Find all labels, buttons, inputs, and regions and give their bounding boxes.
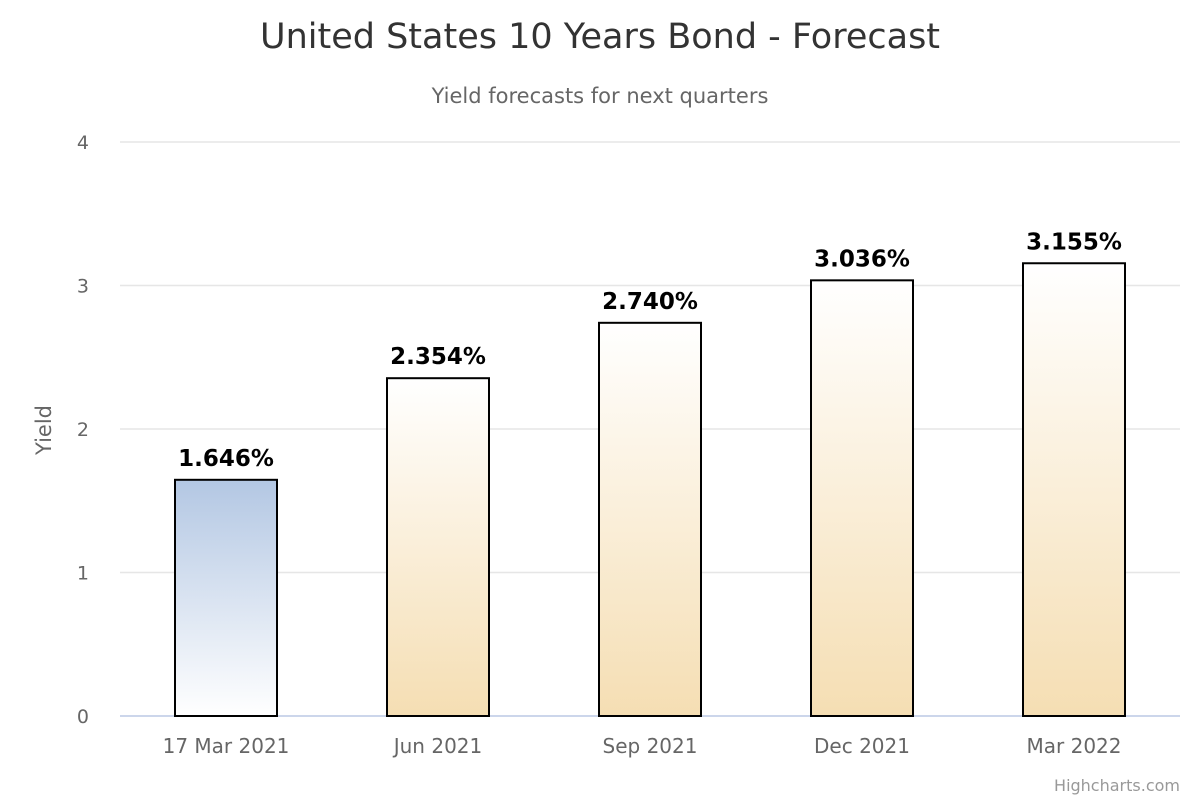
data-label: 2.740%	[602, 289, 698, 315]
bar[interactable]	[810, 279, 914, 717]
data-label: 3.155%	[1026, 229, 1122, 255]
y-tick-label: 3	[77, 276, 89, 298]
x-tick-label: Sep 2021	[603, 734, 698, 758]
data-labels: 1.646% 2.354% 2.740% 3.036% 3.155%	[178, 229, 1122, 472]
credits-link[interactable]: Highcharts.com	[1054, 776, 1180, 795]
chart-subtitle: Yield forecasts for next quarters	[431, 84, 769, 108]
data-label: 2.354%	[390, 344, 486, 370]
y-axis-ticks: 0 1 2 3 4	[77, 132, 89, 728]
y-axis-label: Yield	[32, 405, 56, 456]
bar[interactable]	[598, 321, 702, 717]
x-axis-ticks: 17 Mar 2021 Jun 2021 Sep 2021 Dec 2021 Mar 2…	[163, 734, 1122, 758]
y-tick-label: 1	[77, 563, 89, 585]
bar[interactable]	[386, 377, 490, 717]
x-tick-label: Jun 2021	[392, 734, 483, 758]
y-tick-label: 4	[77, 132, 89, 154]
bar[interactable]	[1022, 262, 1126, 717]
data-label: 3.036%	[814, 246, 910, 272]
bars	[174, 262, 1126, 718]
x-tick-label: 17 Mar 2021	[163, 734, 290, 758]
chart-title: United States 10 Years Bond - Forecast	[260, 17, 940, 57]
x-tick-label: Dec 2021	[814, 734, 910, 758]
data-label: 1.646%	[178, 446, 274, 472]
bar[interactable]	[174, 478, 278, 718]
y-tick-label: 2	[77, 419, 89, 441]
x-tick-label: Mar 2022	[1027, 734, 1122, 758]
y-tick-label: 0	[77, 706, 89, 728]
